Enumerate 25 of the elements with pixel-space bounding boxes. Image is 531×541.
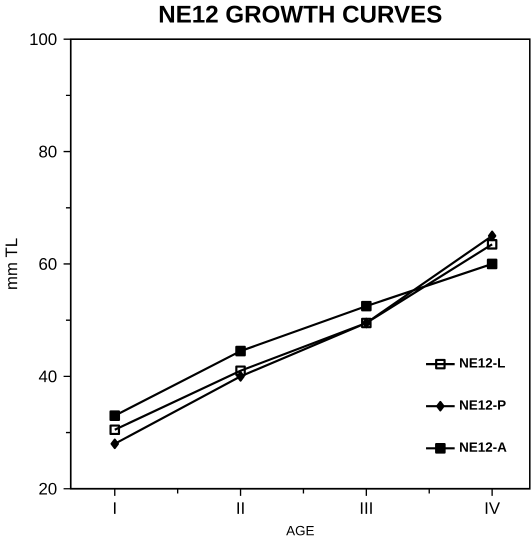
x-tick-label: IV <box>486 502 500 514</box>
point <box>488 230 497 242</box>
point <box>110 424 120 436</box>
x-tick-label: III <box>361 502 372 514</box>
y-tick-label: 40 <box>39 370 57 382</box>
point <box>486 239 498 250</box>
x-axis-title: AGE <box>286 526 314 536</box>
point <box>236 371 245 382</box>
point <box>110 438 120 450</box>
y-tick-label: 20 <box>39 482 57 495</box>
point <box>235 365 246 376</box>
y-tick-label: 80 <box>39 146 57 158</box>
point <box>361 300 372 312</box>
legend-label: NE12-L <box>460 358 506 368</box>
chart-title: NE12 GROWTH CURVES <box>160 6 442 23</box>
y-tick-label: 60 <box>39 258 57 270</box>
point <box>110 410 120 421</box>
y-tick-label: 100 <box>30 33 57 46</box>
y-axis-title: mm TL <box>6 238 18 289</box>
point <box>235 346 246 356</box>
x-tick-label: I <box>114 502 116 514</box>
legend-label: NE12-P <box>460 400 506 410</box>
legend-label: NE12-A <box>460 442 507 452</box>
x-tick-label: II <box>238 502 244 514</box>
point <box>486 258 498 270</box>
